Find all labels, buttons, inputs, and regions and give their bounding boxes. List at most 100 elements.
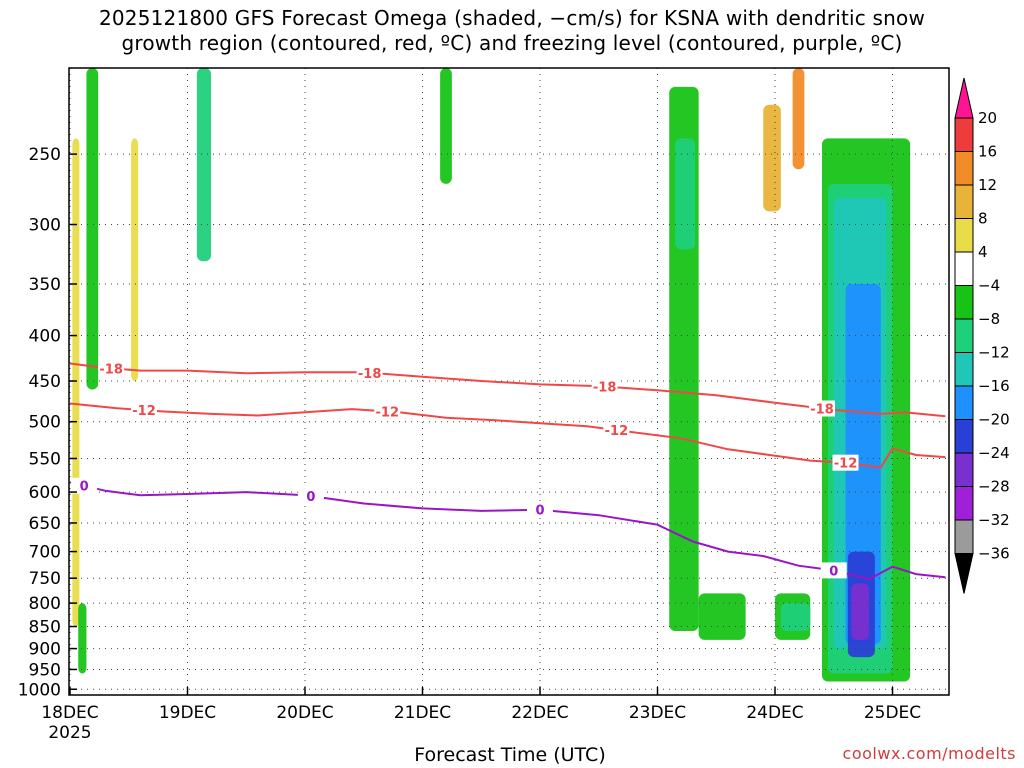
contour-label-bg <box>820 562 847 579</box>
y-tick-label: 1000 <box>18 680 61 700</box>
plot-area <box>69 68 949 695</box>
colorbar-label: 16 <box>978 143 997 161</box>
omega-region-16 <box>792 68 805 170</box>
y-tick-label: 400 <box>29 327 61 347</box>
omega-region-4 <box>131 138 139 382</box>
chart-title-line-1: 2025121800 GFS Forecast Omega (shaded, −… <box>98 6 926 30</box>
contour-label--12: -12 <box>834 457 858 472</box>
omega-region-5 <box>86 68 99 390</box>
colorbar-swatch-2 <box>954 184 974 219</box>
axes: 2503003504004505005506006507007508008509… <box>18 145 921 743</box>
colorbar-label: −16 <box>978 377 1010 395</box>
colorbar-min-triangle <box>954 553 974 594</box>
colorbar-swatch-8 <box>954 385 974 420</box>
colorbar-label: −32 <box>978 511 1010 529</box>
contour-label-0: 0 <box>535 504 544 519</box>
contour-label-0: 0 <box>306 490 315 505</box>
contour-label-bg <box>131 402 158 419</box>
colorbar: 20 16 12 8 4 −4 −8 −12 −16 −20 −24 −28 −32 −36 <box>954 77 1010 594</box>
y-tick-label: 600 <box>29 483 61 503</box>
y-tick-label: 700 <box>29 543 61 563</box>
colorbar-swatch-0 <box>954 117 974 152</box>
grid-lines <box>69 68 949 695</box>
contour-label-bg <box>374 403 401 420</box>
colorbar-label: −36 <box>978 545 1010 563</box>
contour-label--12: -12 <box>132 404 156 419</box>
credit-link[interactable]: coolwx.com/modelts <box>842 744 1016 763</box>
colorbar-swatch-3 <box>954 218 974 253</box>
omega-region-24 <box>780 603 811 632</box>
x-tick-label: 21DEC <box>394 703 451 723</box>
colorbar-swatch-12 <box>954 519 974 554</box>
colorbar-swatch-6 <box>954 318 974 353</box>
colorbar-label: 12 <box>978 176 997 194</box>
omega-shading <box>70 68 946 682</box>
y-tick-label: 300 <box>29 216 61 236</box>
x-tick-label: 22DEC <box>511 703 568 723</box>
colorbar-label: 20 <box>978 109 997 127</box>
contour-label-bg <box>356 364 383 381</box>
omega-region-13 <box>698 593 746 640</box>
contour-label-bg <box>832 454 859 471</box>
colorbar-label: −12 <box>978 344 1010 362</box>
colorbar-label: 4 <box>978 243 988 261</box>
x-tick-label: 19DEC <box>159 703 216 723</box>
y-tick-label: 800 <box>29 594 61 614</box>
colorbar-label: −4 <box>978 277 1000 295</box>
colorbar-label: 8 <box>978 210 988 228</box>
contour-label-0: 0 <box>829 564 838 579</box>
y-tick-label: 250 <box>29 145 61 165</box>
omega-region-9 <box>302 284 329 499</box>
contour-label--18: -18 <box>810 403 834 418</box>
colorbar-label: −28 <box>978 478 1010 496</box>
colorbar-max-triangle <box>954 77 974 119</box>
chart-title-line-2: growth region (contoured, red, ºC) and f… <box>121 31 903 55</box>
y-tick-label: 750 <box>29 569 61 589</box>
x-axis-title: Forecast Time (UTC) <box>414 744 606 766</box>
y-tick-label: 650 <box>29 514 61 534</box>
omega-region-12 <box>675 138 696 250</box>
omega-region-10 <box>440 68 452 184</box>
x-tick-label: 18DEC <box>41 703 98 723</box>
contour--12 <box>69 402 946 469</box>
omega-region-25 <box>927 154 946 285</box>
colorbar-label: −24 <box>978 444 1010 462</box>
y-tick-label: 950 <box>29 660 61 680</box>
colorbar-swatch-5 <box>954 285 974 320</box>
y-tick-label: 350 <box>29 275 61 295</box>
contour-label--12: -12 <box>376 406 400 421</box>
contour-label-bg <box>297 488 324 505</box>
contour-label--18: -18 <box>358 367 382 382</box>
omega-region-6 <box>78 603 87 674</box>
x-tick-label: 24DEC <box>746 703 803 723</box>
y-tick-label: 900 <box>29 640 61 660</box>
contour-label--18: -18 <box>99 362 123 377</box>
contour-label-bg <box>603 422 630 439</box>
contour-label-bg <box>71 477 98 494</box>
colorbar-swatch-9 <box>954 419 974 454</box>
colorbar-label: −8 <box>978 310 1000 328</box>
omega-region-3 <box>117 315 125 529</box>
contour-label--18: -18 <box>593 381 617 396</box>
colorbar-swatch-4 <box>954 251 974 286</box>
omega-region-1 <box>72 138 80 627</box>
colorbar-swatch-11 <box>954 486 974 521</box>
colorbar-swatch-10 <box>954 452 974 487</box>
contour-0 <box>69 481 946 581</box>
contour-label-bg <box>591 378 618 395</box>
contour-label--12: -12 <box>605 424 629 439</box>
contour-label-bg <box>527 501 553 518</box>
omega-region-22 <box>851 583 869 640</box>
colorbar-swatch-7 <box>954 352 974 387</box>
x-first-year: 2025 <box>48 723 91 743</box>
contour-label-bg <box>98 360 125 377</box>
omega-region-15 <box>763 104 781 212</box>
contour-lines: -18 -18 -18 -18 -12 -12 -12 -12 0 0 0 0 <box>69 360 946 581</box>
contour-label-0: 0 <box>80 480 89 495</box>
x-tick-label: 23DEC <box>629 703 686 723</box>
y-tick-label: 850 <box>29 618 61 638</box>
omega-region-26 <box>927 354 946 493</box>
x-tick-label: 25DEC <box>864 703 921 723</box>
contour-label-bg <box>809 400 835 417</box>
